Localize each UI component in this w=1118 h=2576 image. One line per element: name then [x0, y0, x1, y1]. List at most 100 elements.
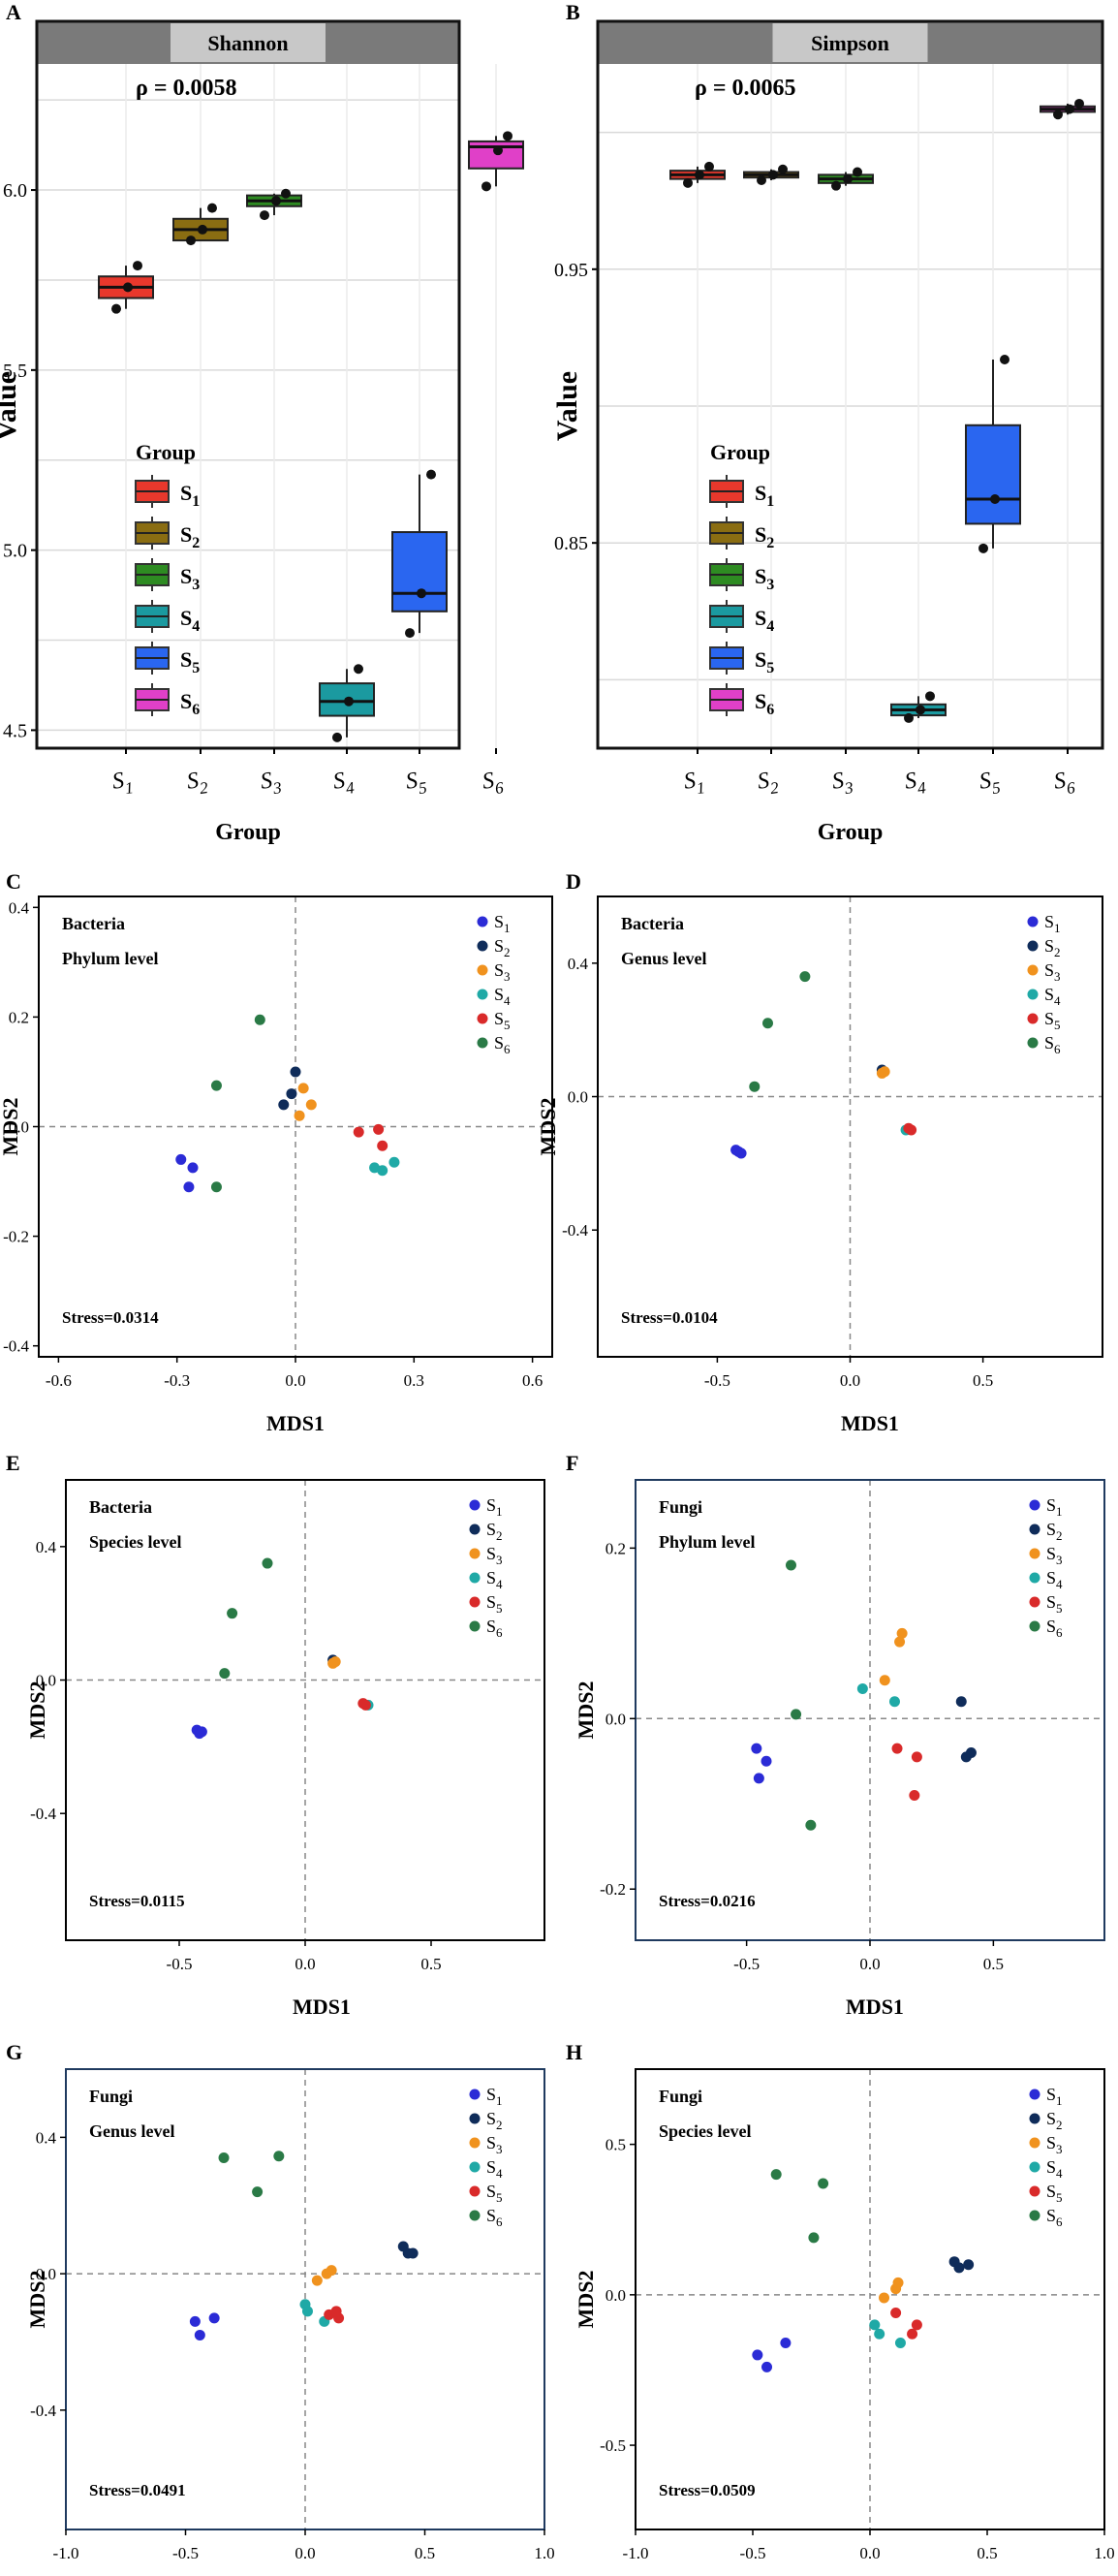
data-point: [196, 1726, 207, 1738]
box-point: [757, 175, 766, 186]
legend-item-S2: S2: [1029, 1520, 1063, 1543]
data-point: [330, 2306, 342, 2317]
x-tick-label: 0.0: [285, 1371, 305, 1390]
data-point: [183, 1181, 195, 1193]
data-point: [290, 1066, 301, 1078]
box-point: [1000, 354, 1009, 364]
series-S4: [369, 1156, 400, 1177]
legend: Group S1 S2 S3 S4 S5 S6: [709, 440, 774, 718]
legend-item-S4: S4: [469, 2157, 503, 2181]
panel-subtitle: Bacteria: [621, 914, 684, 933]
y-tick-label: 0.0: [36, 1672, 56, 1690]
panel-subtitle: Genus level: [89, 2121, 175, 2141]
title-strip-label-bg: [772, 23, 928, 62]
box-S5: [965, 354, 1021, 553]
legend-marker: [477, 916, 488, 927]
series-S3: [879, 1627, 908, 1686]
series-S2: [278, 1066, 301, 1111]
legend-label: S4: [180, 606, 200, 635]
data-point: [227, 1608, 238, 1619]
series-S5: [357, 1698, 371, 1711]
data-point: [890, 2307, 902, 2318]
box-body: [965, 424, 1021, 525]
y-tick-label: 0.4: [36, 2128, 57, 2147]
x-tick-label: 0.5: [983, 1955, 1004, 1973]
data-point: [327, 1657, 339, 1669]
panel-B: B Simpson 0.85 0.95 S1 S2 S3 S4 S5 S6 Group Value ρ …: [551, 0, 1104, 845]
series-S5: [891, 1743, 922, 1801]
legend-marker: [1027, 916, 1039, 927]
legend-marker: [477, 989, 488, 1000]
data-point: [751, 1743, 762, 1754]
data-point: [955, 1696, 967, 1708]
x-tick-label: S4: [903, 767, 927, 800]
panel-subtitle: Fungi: [89, 2087, 133, 2106]
x-tick-label: 0.0: [295, 1955, 315, 1973]
legend-marker: [1029, 2210, 1040, 2221]
data-point: [761, 1755, 772, 1767]
y-tick-label: 0.0: [568, 1088, 588, 1107]
panel-subtitle: Phylum level: [659, 1532, 756, 1552]
x-tick-label: S2: [185, 767, 209, 800]
box-point: [916, 705, 925, 715]
legend-label: S2: [486, 2109, 503, 2132]
x-tick-label: -0.5: [704, 1371, 730, 1390]
panel-subtitle: Species level: [89, 1532, 181, 1552]
legend-item-S3: S3: [1027, 960, 1061, 984]
legend-item-S1: S1: [477, 912, 511, 935]
x-tick-label: -1.0: [623, 2544, 649, 2562]
x-tick-label: 0.6: [522, 1371, 543, 1390]
series-S6: [218, 2151, 285, 2198]
legend-item-S2: S2: [135, 517, 200, 551]
legend-label: S3: [180, 564, 200, 593]
data-point: [761, 1018, 773, 1029]
y-tick-label: -0.2: [600, 1880, 626, 1899]
legend-label: S1: [1046, 2085, 1063, 2108]
box-point: [198, 224, 207, 235]
legend-label: S3: [755, 564, 774, 593]
data-point: [252, 2186, 264, 2198]
x-axis-label: MDS1: [266, 1411, 325, 1435]
panel-subtitle: Phylum level: [62, 949, 159, 968]
y-axis-label: MDS2: [536, 1098, 560, 1156]
series-S1: [191, 1724, 207, 1740]
data-point: [286, 1088, 297, 1100]
legend-item-S3: S3: [469, 1544, 503, 1567]
data-point: [876, 1067, 887, 1079]
legend-item-S6: S6: [1029, 2206, 1063, 2229]
legend-label: S5: [494, 1009, 511, 1032]
legend-item-S1: S1: [709, 475, 774, 510]
legend-item-S1: S1: [135, 475, 200, 510]
legend-marker: [1029, 2185, 1040, 2197]
box-point: [695, 170, 704, 180]
legend-marker: [469, 2137, 481, 2149]
legend-marker: [1029, 2089, 1040, 2100]
legend-item-S6: S6: [469, 2206, 503, 2229]
legend-item-S4: S4: [477, 985, 511, 1008]
legend-marker: [1029, 2113, 1040, 2124]
data-point: [888, 1696, 900, 1708]
box-point: [405, 628, 415, 639]
panel-label: E: [6, 1451, 20, 1475]
stress-value: Stress=0.0491: [89, 2481, 186, 2499]
x-tick-label: S1: [682, 767, 706, 800]
box-point: [186, 236, 196, 246]
y-tick-label: 0.0: [606, 1710, 626, 1728]
box-point: [704, 161, 714, 172]
box-S3: [246, 188, 302, 221]
legend: Group S1 S2 S3 S4 S5 S6: [135, 440, 200, 718]
y-tick-label: 0.4: [568, 955, 589, 973]
box-point: [426, 469, 436, 480]
series-S1: [730, 1145, 747, 1159]
y-tick-label: -0.5: [600, 2436, 626, 2455]
legend-item-S4: S4: [469, 1568, 503, 1591]
data-point: [294, 1110, 305, 1121]
data-point: [753, 1773, 764, 1784]
x-tick-label: S2: [756, 767, 780, 800]
y-tick-label: 4.5: [3, 720, 27, 741]
data-point: [911, 2319, 922, 2331]
plot-frame: [596, 19, 1104, 750]
